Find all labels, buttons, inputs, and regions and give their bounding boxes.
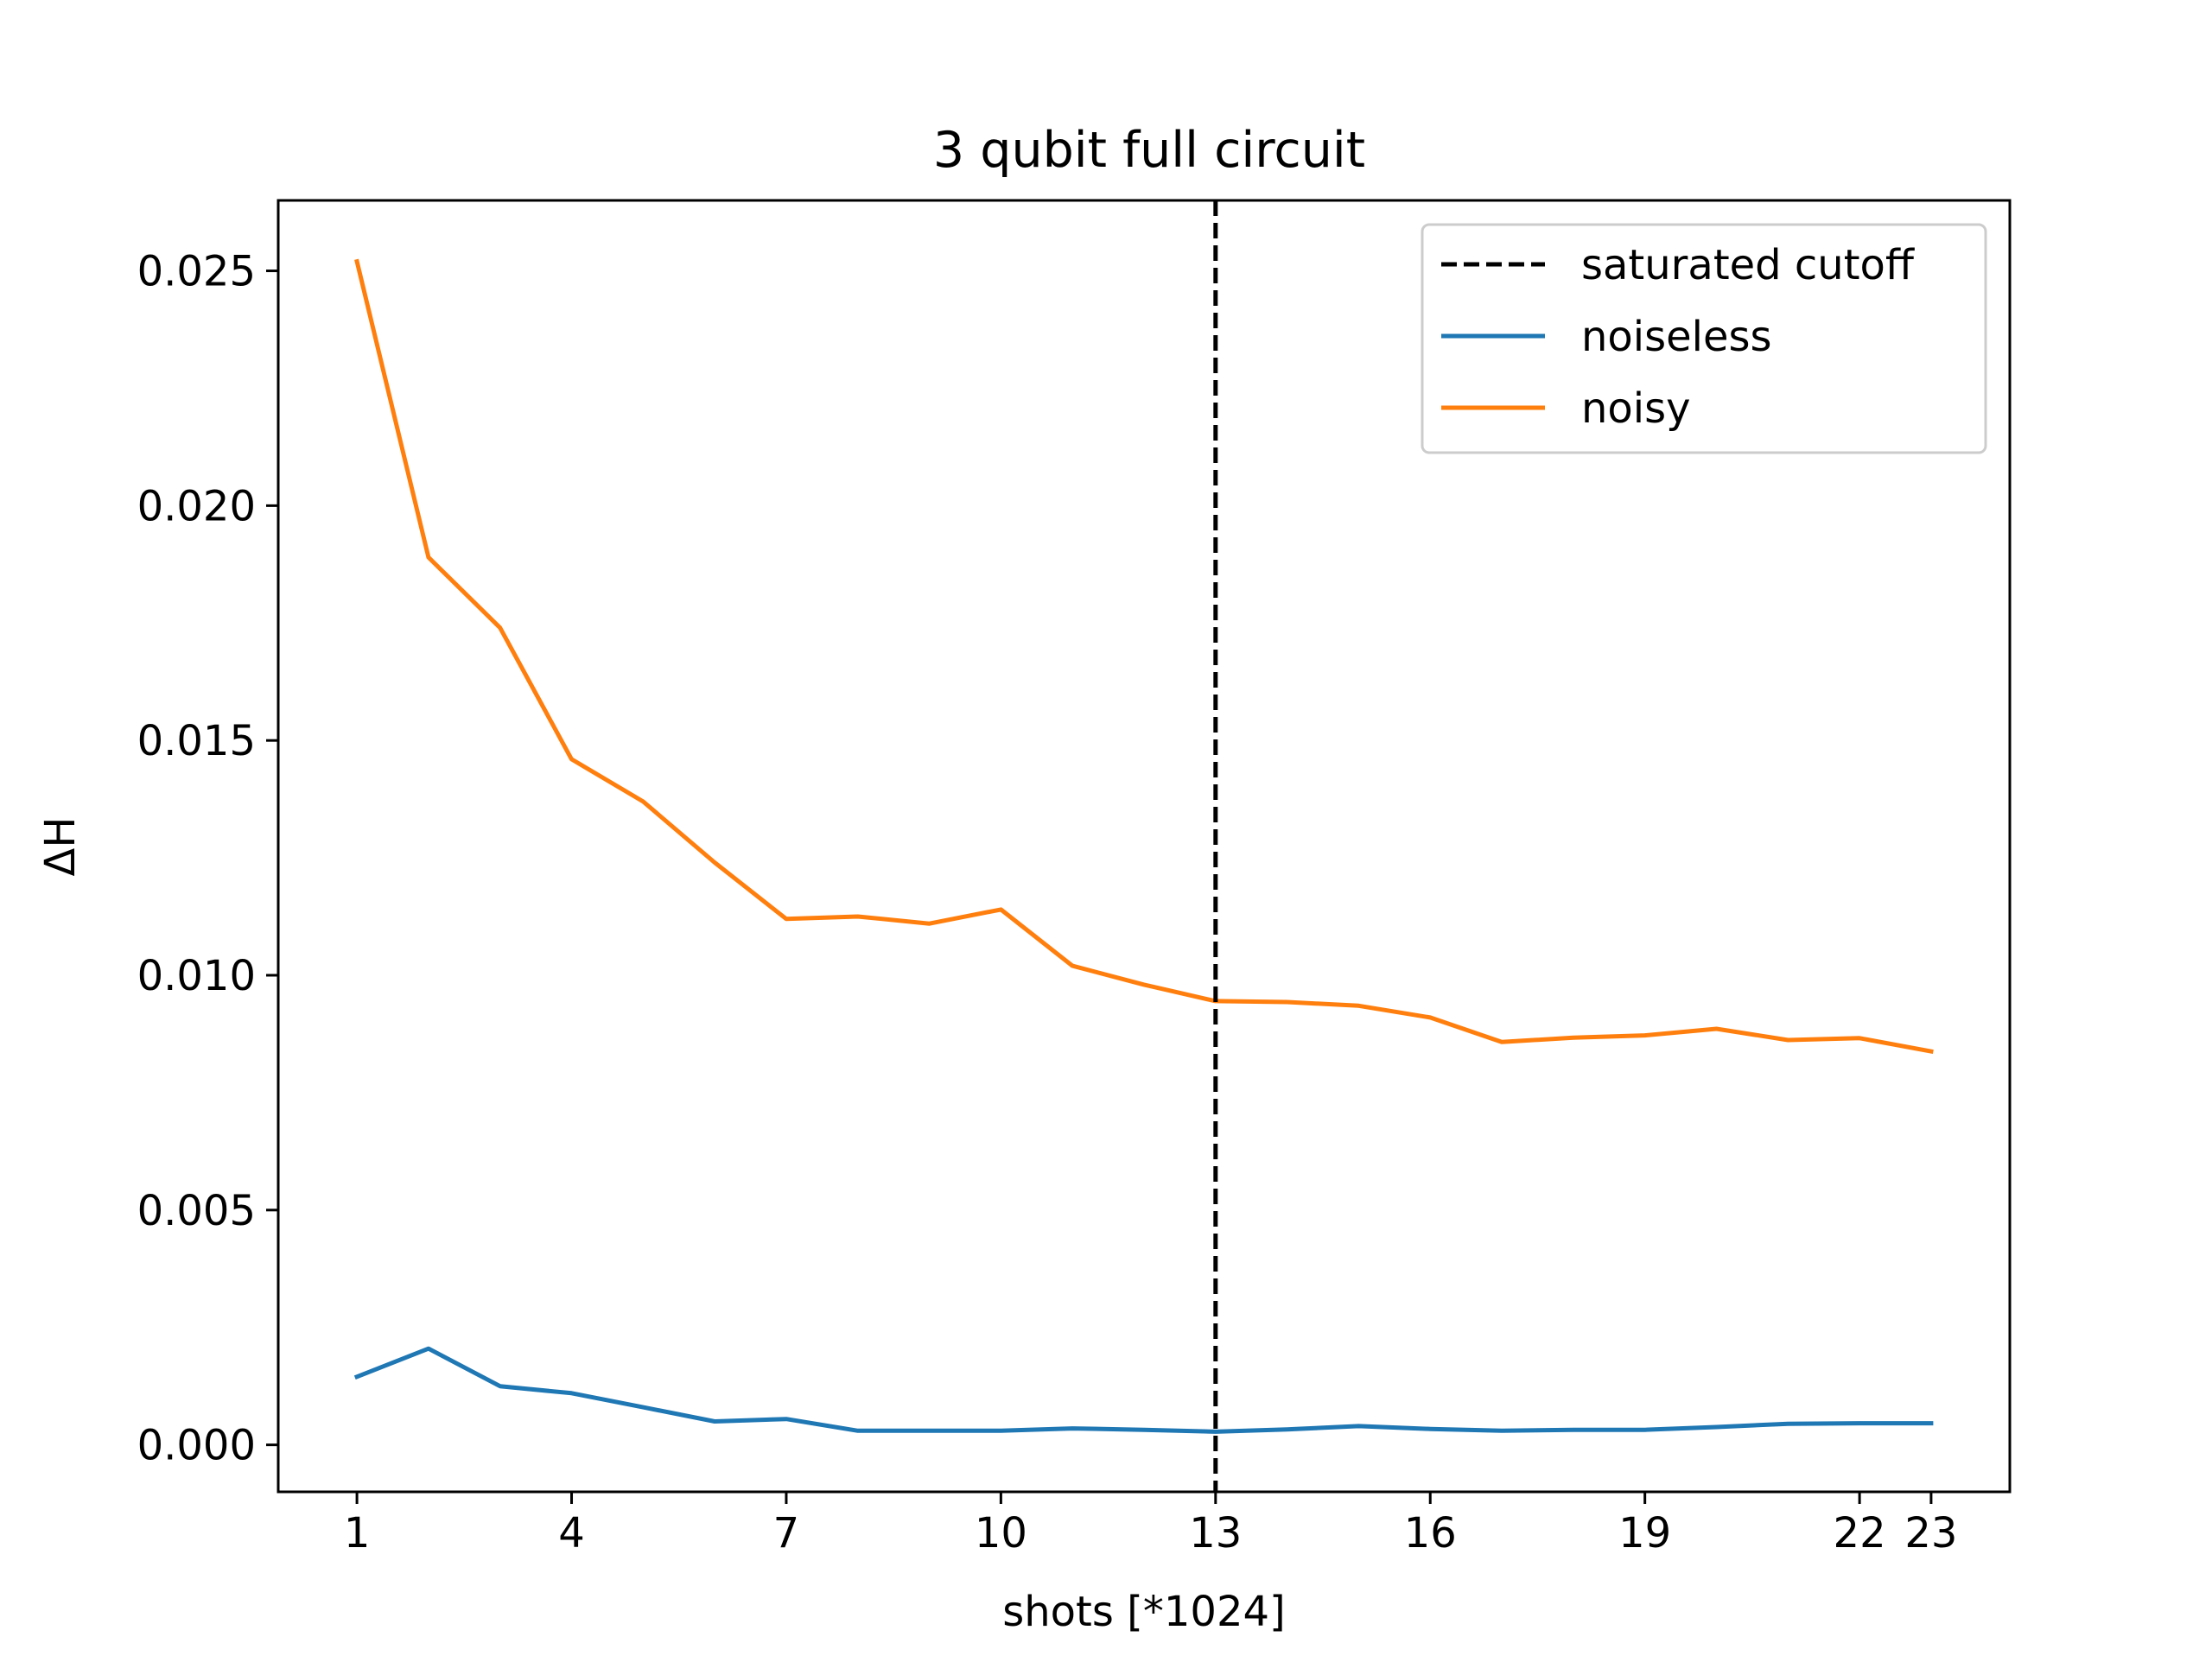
x-tick-label-10: 10 — [975, 1509, 1027, 1557]
y-axis-label: ΔH — [36, 817, 85, 877]
legend-cutoff-label: saturated cutoff — [1581, 241, 1915, 289]
y-tick-label-4: 0.020 — [137, 482, 256, 530]
x-tick-label-1: 1 — [344, 1509, 371, 1557]
chart-title: 3 qubit full circuit — [933, 122, 1365, 179]
x-axis-label: shots [*1024] — [1002, 1588, 1286, 1636]
series-line-noisy — [354, 258, 1934, 1055]
y-tick-label-1: 0.005 — [137, 1187, 256, 1235]
x-tick-label-22: 22 — [1834, 1509, 1886, 1557]
axes: 1 4 7 10 13 16 19 22 23 0.000 0.005 0.010 0.015 0.020… — [137, 248, 1958, 1557]
legend-box — [1421, 223, 1987, 454]
y-tick-label-2: 0.010 — [137, 952, 256, 1000]
y-tick-label-3: 0.015 — [137, 717, 256, 765]
y-tick-label-0: 0.000 — [137, 1422, 256, 1470]
legend-noisy-label: noisy — [1581, 384, 1691, 433]
x-tick-label-13: 13 — [1189, 1509, 1242, 1557]
legend-noiseless-label: noiseless — [1581, 313, 1772, 361]
x-tick-label-16: 16 — [1404, 1509, 1457, 1557]
x-tick-label-19: 19 — [1618, 1509, 1671, 1557]
x-tick-label-4: 4 — [558, 1509, 585, 1557]
legend: saturated cutoff noiseless noisy — [1421, 223, 1987, 454]
x-tick-label-7: 7 — [773, 1509, 800, 1557]
plot-area — [353, 200, 1934, 1492]
x-tick-label-23: 23 — [1904, 1509, 1957, 1557]
y-tick-label-5: 0.025 — [137, 248, 256, 296]
series-line-noiseless — [353, 1346, 1934, 1434]
plot-frame — [276, 199, 2012, 1494]
